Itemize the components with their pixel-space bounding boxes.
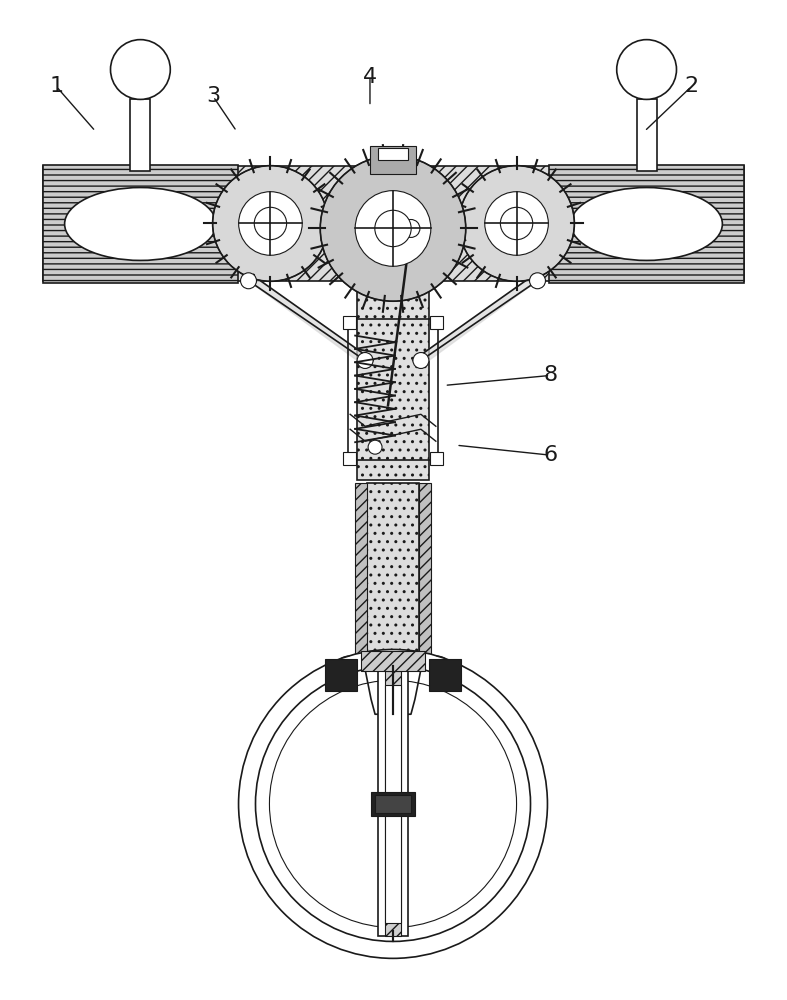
Text: 6: 6: [543, 445, 557, 465]
Bar: [370, 146, 416, 174]
Polygon shape: [413, 281, 538, 360]
Bar: [361, 651, 425, 671]
Bar: [367, 483, 419, 669]
Ellipse shape: [65, 188, 216, 260]
Circle shape: [238, 192, 302, 255]
Bar: [357, 281, 429, 480]
Circle shape: [402, 219, 420, 237]
Polygon shape: [249, 281, 373, 360]
Circle shape: [357, 353, 373, 368]
Circle shape: [413, 353, 429, 368]
Circle shape: [320, 156, 466, 301]
Circle shape: [355, 191, 430, 266]
Bar: [385, 671, 401, 936]
Bar: [355, 483, 367, 669]
Bar: [371, 792, 415, 816]
Circle shape: [375, 210, 411, 247]
Circle shape: [241, 273, 257, 289]
Text: 8: 8: [543, 365, 557, 385]
Circle shape: [485, 192, 549, 255]
Bar: [429, 659, 460, 691]
Bar: [419, 483, 430, 669]
Bar: [43, 165, 238, 283]
Polygon shape: [365, 669, 421, 714]
Circle shape: [256, 666, 530, 941]
Ellipse shape: [571, 188, 722, 260]
Text: 2: 2: [685, 76, 699, 96]
Bar: [343, 316, 357, 329]
Bar: [343, 452, 357, 465]
Circle shape: [254, 207, 286, 240]
Bar: [43, 166, 744, 281]
Circle shape: [238, 649, 548, 958]
Bar: [430, 452, 443, 465]
Circle shape: [530, 273, 545, 289]
Text: 1: 1: [50, 76, 63, 96]
Bar: [375, 795, 411, 813]
Bar: [131, 99, 150, 171]
Text: 3: 3: [206, 86, 220, 106]
Bar: [378, 148, 408, 160]
Circle shape: [269, 680, 516, 927]
Bar: [348, 319, 438, 460]
Circle shape: [212, 166, 328, 281]
Circle shape: [368, 440, 382, 454]
Circle shape: [110, 40, 170, 99]
Bar: [378, 671, 408, 936]
Circle shape: [401, 218, 421, 238]
Circle shape: [459, 166, 575, 281]
Circle shape: [501, 207, 533, 240]
Bar: [637, 99, 656, 171]
Circle shape: [617, 40, 677, 99]
Bar: [325, 659, 357, 691]
Bar: [430, 316, 443, 329]
Bar: [385, 685, 401, 923]
Bar: [549, 165, 744, 283]
Text: 4: 4: [363, 67, 377, 87]
Bar: [365, 669, 421, 714]
